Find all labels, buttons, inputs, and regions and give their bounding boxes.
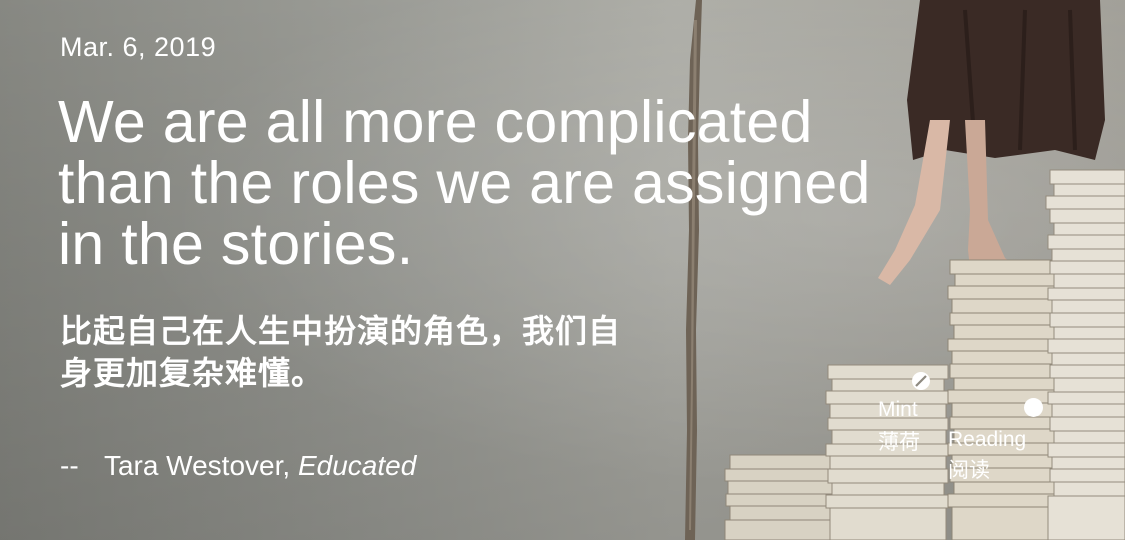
attribution-dash: -- — [60, 450, 79, 481]
wooden-stick-image — [685, 0, 702, 540]
attribution: -- Tara Westover, Educated — [60, 450, 416, 482]
filled-circle-icon — [1024, 398, 1043, 417]
logo-word-mint-cn: 薄荷 — [878, 431, 920, 454]
slashed-circle-icon — [912, 372, 930, 390]
dress-image — [907, 0, 1105, 160]
quote-line: We are all more complicated — [58, 89, 813, 155]
quote-english: We are all more complicated than the rol… — [58, 92, 1038, 275]
quote-cn-line: 身更加复杂难懂。 — [60, 355, 325, 391]
quote-cn-line: 比起自己在人生中扮演的角色，我们自 — [60, 313, 622, 349]
legs-image — [878, 120, 1020, 285]
quote-line: than the roles we are assigned — [58, 150, 871, 216]
logo-word-mint: Mint — [878, 398, 918, 421]
quote-chinese: 比起自己在人生中扮演的角色，我们自 身更加复杂难懂。 — [60, 310, 740, 394]
author-name: Tara Westover, — [103, 450, 291, 481]
logo-word-reading-cn: 阅读 — [948, 459, 990, 482]
book-stacks-image — [724, 169, 1125, 540]
mint-reading-logo: Mint 薄荷 Reading 阅读 — [870, 366, 1060, 486]
quote-line: in the stories. — [58, 211, 414, 277]
logo-word-reading: Reading — [948, 428, 1027, 451]
book-title: Educated — [297, 450, 417, 481]
post-date: Mar. 6, 2019 — [60, 32, 217, 62]
